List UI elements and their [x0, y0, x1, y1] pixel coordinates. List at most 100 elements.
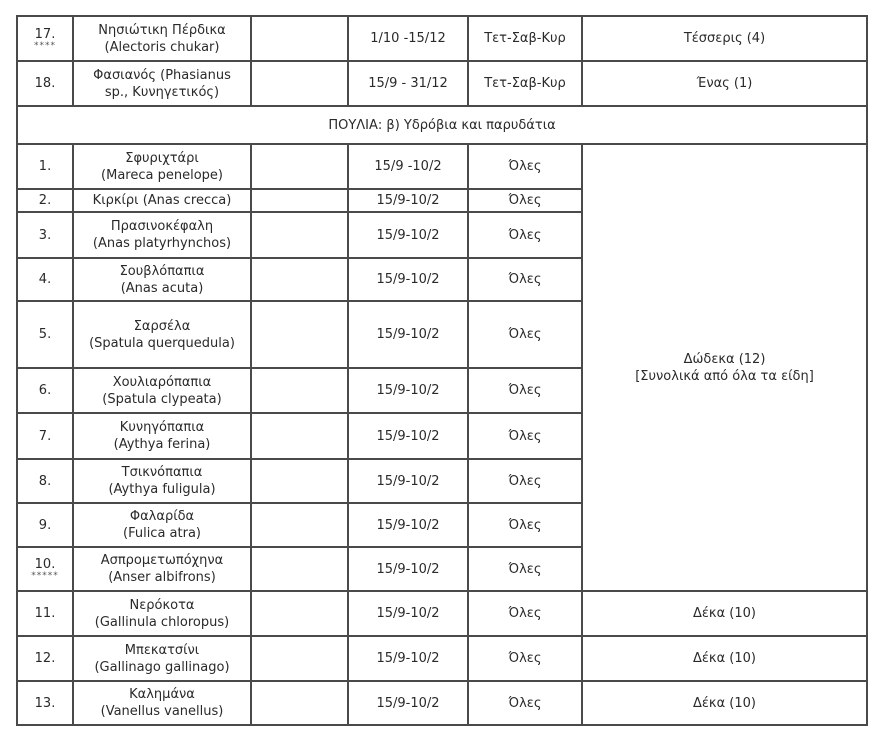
days-cell: Όλες: [467, 300, 583, 369]
table-row: 1. Σφυριχτάρι (Mareca penelope) 15/9 -10/2 Ό…: [16, 143, 868, 592]
species-cell: Φασιανός (Phasianus sp., Κυνηγετικός): [72, 60, 252, 107]
hunting-days: Όλες: [508, 327, 542, 342]
number-cell: 2.: [16, 188, 74, 213]
species-cell: Καλημάνα (Vanellus vanellus): [72, 680, 252, 726]
hunting-days: Όλες: [508, 695, 542, 711]
species-cell: Μπεκατσίνι (Gallinago gallinago): [72, 635, 252, 682]
hunting-period: 15/9-10/2: [376, 193, 440, 208]
species-latin: (Vanellus vanellus): [100, 704, 224, 719]
hunting-period: 15/9-10/2: [376, 517, 440, 533]
days-cell: Τετ-Σαβ-Κυρ: [467, 60, 583, 107]
empty-cell: [250, 546, 349, 592]
quota-cell: Δέκα (10): [581, 590, 868, 637]
row-number: 1.: [38, 159, 52, 174]
hunting-days: Τετ-Σαβ-Κυρ: [484, 31, 566, 46]
hunting-days: Όλες: [508, 428, 542, 444]
empty-cell: [250, 635, 349, 682]
species-cell: Σαρσέλα (Spatula querquedula): [72, 300, 252, 369]
species-latin: (Anas acuta): [120, 280, 204, 296]
species-cell: Νερόκοτα (Gallinula chloropus): [72, 590, 252, 637]
period-cell: 15/9-10/2: [347, 590, 469, 637]
hunting-species-table: 17. **** Νησιώτικη Πέρδικα (Alectoris chuka…: [16, 15, 868, 726]
empty-cell: [250, 211, 349, 259]
species-latin: (Aythya ferina): [113, 437, 211, 452]
table-row: 8. Τσικνόπαπια (Aythya fuligula) 15/9-10/2 Ό…: [16, 458, 867, 504]
table-row: 2. Κιρκίρι (Anas crecca) 15/9-10/2 Όλες: [16, 188, 867, 213]
hunting-days: Όλες: [508, 272, 542, 287]
bag-limit: Δέκα (10): [693, 606, 756, 621]
period-cell: 15/9-10/2: [347, 257, 469, 302]
species-name: Νησιώτικη Πέρδικα: [98, 22, 226, 38]
hunting-days: Όλες: [508, 383, 542, 398]
hunting-days: Όλες: [508, 227, 542, 243]
species-name: Ασπρομετωπόχηνα: [100, 553, 224, 568]
species-name: Σουβλόπαπια: [119, 263, 205, 279]
period-cell: 15/9-10/2: [347, 412, 469, 460]
bag-limit-note: [Συνολικά από όλα τα είδη]: [635, 368, 814, 384]
period-cell: 15/9 - 31/12: [347, 60, 469, 107]
shared-quota-cell: Δώδεκα (12) [Συνολικά από όλα τα είδη]: [581, 143, 868, 592]
species-name: Σαρσέλα: [133, 318, 191, 334]
section-header-row: ΠΟΥΛΙΑ: β) Υδρόβια και παρυδάτια: [16, 105, 868, 145]
hunting-days: Όλες: [508, 193, 542, 208]
number-cell: 12.: [16, 635, 74, 682]
row-number: 11.: [34, 606, 56, 621]
period-cell: 15/9-10/2: [347, 300, 469, 369]
period-cell: 15/9-10/2: [347, 546, 469, 592]
hunting-days: Τετ-Σαβ-Κυρ: [484, 76, 566, 91]
species-latin: (Alectoris chukar): [104, 39, 220, 55]
period-cell: 15/9-10/2: [347, 188, 469, 213]
empty-cell: [250, 458, 349, 504]
hunting-days: Όλες: [508, 473, 542, 489]
hunting-period: 15/9-10/2: [376, 561, 440, 577]
species-latin: (Fulica atra): [123, 526, 201, 541]
species-name: Χουλιαρόπαπια: [112, 374, 212, 390]
row-number: 3.: [38, 227, 52, 243]
table-row: 5. Σαρσέλα (Spatula querquedula) 15/9-10/2 Ό…: [16, 300, 867, 369]
table-row: 10. ***** Ασπρομετωπόχηνα (Anser albifrons)…: [16, 546, 867, 592]
days-cell: Όλες: [467, 635, 583, 682]
days-cell: Όλες: [467, 546, 583, 592]
hunting-period: 15/9 - 31/12: [368, 76, 448, 91]
row-number: 18.: [34, 76, 56, 91]
quota-cell: Δέκα (10): [581, 680, 868, 726]
hunting-period: 15/9-10/2: [376, 651, 440, 666]
quota-cell: Ένας (1): [581, 60, 868, 107]
species-cell: Φαλαρίδα (Fulica atra): [72, 502, 252, 548]
species-name: Πρασινοκέφαλη: [110, 219, 214, 234]
row-number: 17.: [34, 26, 56, 42]
hunting-days: Όλες: [508, 651, 542, 666]
period-cell: 15/9 -10/2: [347, 143, 469, 190]
empty-cell: [250, 590, 349, 637]
empty-cell: [250, 60, 349, 107]
empty-cell: [250, 412, 349, 460]
row-number: 12.: [34, 651, 56, 666]
species-name: Φασιανός (Phasianus: [93, 67, 231, 83]
species-latin: (Gallinula chloropus): [94, 614, 230, 630]
species-cell: Ασπρομετωπόχηνα (Anser albifrons): [72, 546, 252, 592]
bag-limit: Ένας (1): [696, 76, 753, 91]
hunting-period: 15/9-10/2: [376, 327, 440, 342]
number-cell: 9.: [16, 502, 74, 548]
footnote-mark: *****: [31, 571, 59, 581]
days-cell: Τετ-Σαβ-Κυρ: [467, 15, 583, 62]
hunting-period: 15/9-10/2: [376, 272, 440, 287]
days-cell: Όλες: [467, 211, 583, 259]
empty-cell: [250, 188, 349, 213]
species-latin: (Spatula clypeata): [102, 391, 222, 407]
section-header: ΠΟΥΛΙΑ: β) Υδρόβια και παρυδάτια: [16, 105, 868, 145]
footnote-mark: ****: [34, 40, 56, 51]
days-cell: Όλες: [467, 502, 583, 548]
number-cell: 6.: [16, 367, 74, 414]
species-latin: (Mareca penelope): [101, 167, 223, 183]
number-cell: 1.: [16, 143, 74, 190]
hunting-period: 15/9-10/2: [376, 606, 440, 621]
species-name: Κυνηγόπαπια: [119, 420, 205, 435]
days-cell: Όλες: [467, 590, 583, 637]
hunting-period: 15/9-10/2: [376, 227, 440, 243]
number-cell: 10. *****: [16, 546, 74, 592]
row-number: 4.: [38, 272, 52, 287]
empty-cell: [250, 143, 349, 190]
days-cell: Όλες: [467, 458, 583, 504]
species-cell: Κυνηγόπαπια (Aythya ferina): [72, 412, 252, 460]
